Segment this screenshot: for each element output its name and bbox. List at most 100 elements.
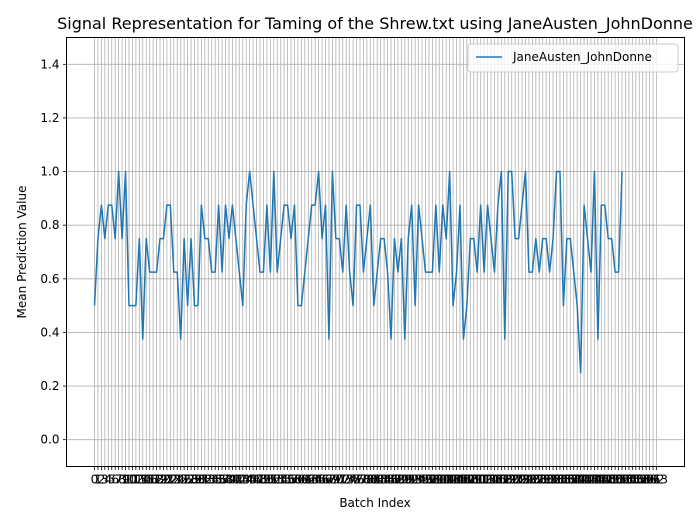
x-tick-label: 133 [542,473,565,487]
chart-title: Signal Representation for Taming of the … [57,14,693,34]
y-tick-label: 1.2 [40,111,59,125]
x-tick-label: 3 [101,473,109,487]
x-tick-label: 95 [414,473,429,487]
x-tick-label: 30 [190,473,205,487]
x-tick-label: 132 [538,473,561,487]
grid [66,37,685,467]
x-axis-ticks: 0123456789101112131415161718192021222324… [91,466,668,487]
x-tick-label: 91 [401,473,416,487]
y-tick-label: 0.0 [40,433,59,447]
x-tick-label: 158 [628,473,651,487]
x-tick-label: 104 [442,473,465,487]
x-tick-label: 34 [204,473,219,487]
x-tick-label: 106 [449,473,472,487]
x-tick-label: 0 [91,473,99,487]
x-tick-label: 94 [411,473,426,487]
x-tick-label: 160 [635,473,658,487]
x-tick-label: 41 [228,473,243,487]
x-tick-label: 119 [493,473,516,487]
x-tick-label: 64 [308,473,323,487]
x-tick-label: 163 [645,473,668,487]
x-tick-label: 154 [614,473,637,487]
x-tick-label: 21 [159,473,174,487]
x-tick-label: 6 [111,473,119,487]
x-tick-label: 153 [611,473,634,487]
x-tick-label: 8 [118,473,126,487]
x-tick-label: 20 [156,473,171,487]
x-tick-label: 151 [604,473,627,487]
x-tick-label: 71 [332,473,347,487]
x-tick-label: 100 [428,473,451,487]
x-tick-label: 28 [183,473,198,487]
y-tick-label: 0.2 [40,379,59,393]
x-tick-label: 101 [431,473,454,487]
x-tick-label: 96 [418,473,433,487]
x-tick-label: 7 [115,473,123,487]
x-tick-label: 15 [139,473,154,487]
x-tick-label: 44 [239,473,254,487]
x-tick-label: 113 [473,473,496,487]
x-tick-label: 17 [145,473,160,487]
x-tick-label: 156 [621,473,644,487]
x-tick-label: 131 [535,473,558,487]
x-tick-label: 63 [304,473,319,487]
x-tick-label: 136 [552,473,575,487]
y-tick-label: 0.6 [40,272,59,286]
legend-label: JaneAusten_JohnDonne [512,50,652,64]
x-tick-label: 60 [294,473,309,487]
x-tick-label: 121 [500,473,523,487]
x-tick-label: 134 [545,473,568,487]
x-tick-label: 159 [631,473,654,487]
x-tick-label: 148 [593,473,616,487]
x-axis-label: Batch Index [339,496,410,510]
x-tick-label: 2 [98,473,106,487]
x-tick-label: 90 [397,473,412,487]
x-tick-label: 80 [363,473,378,487]
x-tick-label: 9 [122,473,130,487]
x-tick-label: 48 [252,473,267,487]
x-tick-label: 35 [208,473,223,487]
y-tick-label: 0.8 [40,218,59,232]
x-tick-label: 14 [135,473,150,487]
x-tick-label: 126 [517,473,540,487]
plot-frame [66,37,685,467]
x-tick-label: 68 [321,473,336,487]
x-tick-label: 36 [211,473,226,487]
x-tick-label: 109 [459,473,482,487]
x-tick-label: 52 [266,473,281,487]
x-tick-label: 33 [201,473,216,487]
x-tick-label: 139 [562,473,585,487]
x-tick-label: 116 [483,473,506,487]
x-tick-label: 127 [521,473,544,487]
x-tick-label: 157 [624,473,647,487]
x-tick-label: 79 [359,473,374,487]
x-tick-label: 147 [590,473,613,487]
x-tick-label: 137 [555,473,578,487]
x-tick-label: 62 [301,473,316,487]
x-tick-label: 11 [125,473,140,487]
x-tick-label: 129 [528,473,551,487]
x-tick-label: 118 [490,473,513,487]
y-tick-label: 1.0 [40,165,59,179]
legend: JaneAusten_JohnDonne [467,43,679,73]
x-tick-label: 49 [256,473,271,487]
x-tick-label: 23 [166,473,181,487]
x-tick-label: 76 [349,473,364,487]
x-tick-label: 130 [531,473,554,487]
x-tick-label: 124 [511,473,534,487]
x-tick-label: 85 [380,473,395,487]
x-tick-label: 25 [173,473,188,487]
x-tick-label: 42 [232,473,247,487]
x-tick-label: 70 [328,473,343,487]
x-tick-label: 39 [221,473,236,487]
x-tick-label: 98 [425,473,440,487]
x-tick-label: 22 [163,473,178,487]
x-tick-label: 46 [245,473,260,487]
x-tick-label: 53 [270,473,285,487]
x-tick-label: 38 [218,473,233,487]
x-tick-label: 122 [504,473,527,487]
x-tick-label: 86 [383,473,398,487]
x-tick-label: 58 [287,473,302,487]
x-tick-label: 10 [121,473,136,487]
